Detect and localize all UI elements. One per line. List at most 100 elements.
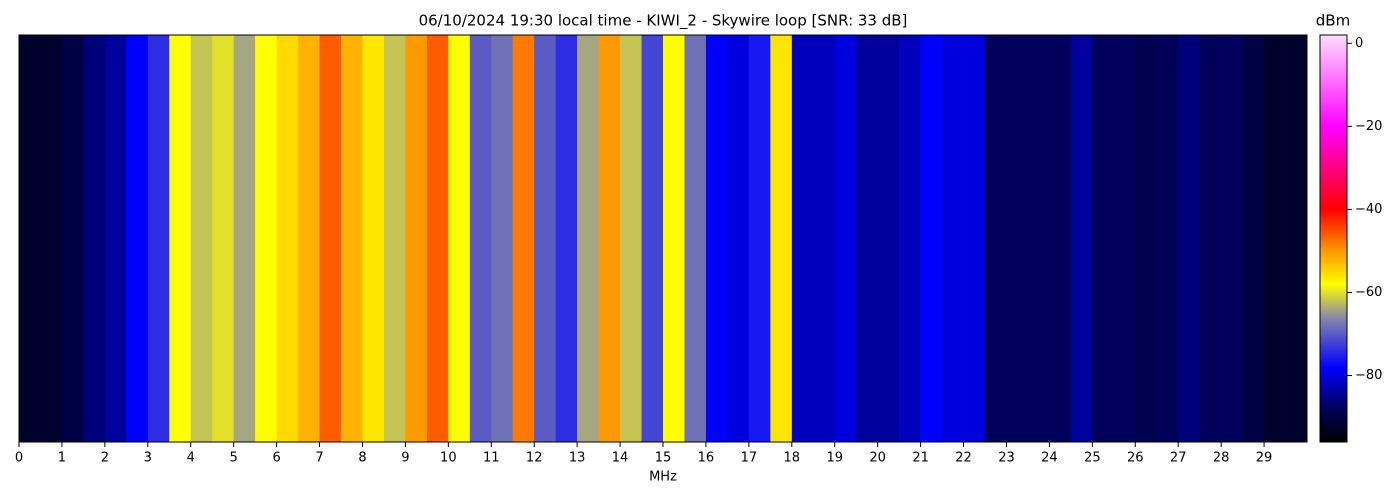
x-tick-label: 29 — [1256, 451, 1273, 466]
heat-cell — [1113, 35, 1136, 442]
heat-cell — [770, 35, 793, 442]
heat-cell — [104, 35, 127, 442]
heat-cell — [791, 35, 814, 442]
x-tick-label: 11 — [483, 451, 500, 466]
heat-cell — [1199, 35, 1222, 442]
x-tick-label: 21 — [912, 451, 929, 466]
heat-cell — [942, 35, 964, 442]
x-tick-label: 9 — [401, 451, 409, 466]
heat-cell — [705, 35, 728, 442]
heat-cell — [341, 35, 363, 442]
x-tick-label: 7 — [315, 451, 323, 466]
heat-cell — [126, 35, 149, 442]
x-tick-label: 23 — [998, 451, 1015, 466]
heat-cell — [534, 35, 556, 442]
colorbar-tick-label: −60 — [1355, 285, 1382, 300]
heat-cell — [727, 35, 750, 442]
x-tick-label: 13 — [569, 451, 586, 466]
heat-cell — [19, 35, 41, 442]
heat-cell — [40, 35, 63, 442]
x-tick-label: 14 — [612, 451, 629, 466]
heat-cell — [255, 35, 277, 442]
heat-cell — [899, 35, 921, 442]
heat-cell — [83, 35, 106, 442]
x-tick-label: 20 — [869, 451, 886, 466]
x-axis-label: MHz — [649, 470, 677, 485]
heat-cell — [641, 35, 664, 442]
heat-cell — [61, 35, 84, 442]
x-tick-label: 4 — [187, 451, 195, 466]
x-tick-label: 22 — [955, 451, 972, 466]
heat-cell — [426, 35, 449, 442]
heat-cell — [190, 35, 213, 442]
x-tick-label: 12 — [526, 451, 543, 466]
chart-title: 06/10/2024 19:30 local time - KIWI_2 - S… — [419, 12, 908, 31]
heat-cell — [920, 35, 943, 442]
colorbar — [1319, 34, 1348, 443]
x-tick-label: 16 — [698, 451, 715, 466]
heat-cell — [405, 35, 428, 442]
x-tick-label: 17 — [741, 451, 758, 466]
x-tick-label: 1 — [58, 451, 66, 466]
heat-cell — [1027, 35, 1050, 442]
x-tick-label: 27 — [1170, 451, 1187, 466]
heat-cell — [233, 35, 256, 442]
x-tick-label: 28 — [1213, 451, 1230, 466]
heat-cell — [856, 35, 878, 442]
colorbar-tick-label: −80 — [1355, 368, 1382, 383]
heat-cell — [663, 35, 685, 442]
heat-cell — [319, 35, 342, 442]
heat-cell — [1006, 35, 1029, 442]
heat-cell — [212, 35, 234, 442]
heat-cell — [383, 35, 406, 442]
x-tick-label: 3 — [144, 451, 152, 466]
heat-cell — [298, 35, 320, 442]
heat-cell — [276, 35, 299, 442]
heat-cell — [985, 35, 1007, 442]
x-tick-label: 10 — [440, 451, 457, 466]
colorbar-label: dBm — [1316, 12, 1350, 30]
heat-cell — [1221, 35, 1243, 442]
heat-cell — [1156, 35, 1179, 442]
heat-cell — [491, 35, 514, 442]
heat-cell — [469, 35, 492, 442]
x-tick-label: 5 — [230, 451, 238, 466]
heat-cell — [1178, 35, 1200, 442]
x-tick-label: 25 — [1084, 451, 1101, 466]
heat-cell — [577, 35, 599, 442]
x-tick-label: 8 — [358, 451, 366, 466]
heat-cell — [1092, 35, 1115, 442]
heat-cell — [813, 35, 836, 442]
heat-cell — [1264, 35, 1286, 442]
heat-cell — [448, 35, 471, 442]
heat-cell — [362, 35, 385, 442]
heat-cell — [512, 35, 535, 442]
heat-cell — [748, 35, 771, 442]
heat-cell — [555, 35, 578, 442]
x-tick-label: 18 — [784, 451, 801, 466]
heat-cell — [1285, 35, 1308, 442]
heat-cell — [1135, 35, 1158, 442]
heat-cell — [684, 35, 707, 442]
colorbar-tick-label: −40 — [1355, 202, 1382, 217]
heat-cell — [834, 35, 857, 442]
heat-cell — [169, 35, 192, 442]
heat-cell — [1070, 35, 1093, 442]
x-tick-label: 19 — [826, 451, 843, 466]
x-tick-label: 2 — [101, 451, 109, 466]
heat-cell — [1242, 35, 1265, 442]
colorbar-tick-label: −20 — [1355, 119, 1382, 134]
heat-cell — [963, 35, 986, 442]
heat-cell — [598, 35, 621, 442]
x-tick-label: 15 — [655, 451, 672, 466]
heat-cell — [1049, 35, 1072, 442]
x-tick-label: 0 — [15, 451, 23, 466]
x-tick-label: 6 — [272, 451, 280, 466]
heat-cell — [877, 35, 900, 442]
x-tick-label: 24 — [1041, 451, 1058, 466]
heat-cell — [620, 35, 642, 442]
x-tick-label: 26 — [1127, 451, 1144, 466]
colorbar-tick-label: 0 — [1355, 36, 1363, 51]
heat-cell — [147, 35, 170, 442]
